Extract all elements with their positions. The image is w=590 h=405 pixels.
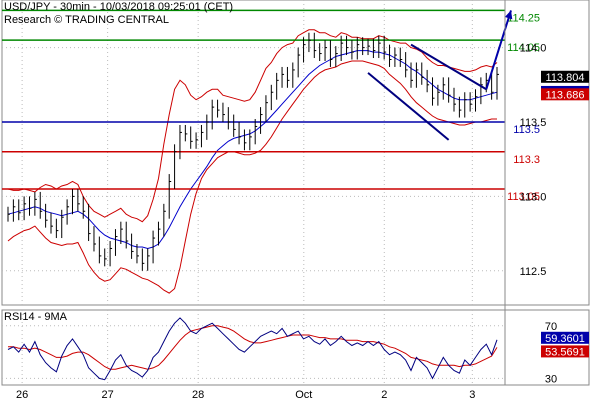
- rsi_ma-badge: [541, 345, 589, 358]
- time-axis-label: 26: [16, 389, 28, 400]
- price-tick-label: 113.0: [520, 191, 547, 203]
- time-axis-label: 3: [469, 389, 475, 400]
- bollinger-lower-line: [7, 60, 497, 294]
- forecast-arrow-shaft: [485, 10, 512, 90]
- rsi-panel-title: RSI14 - 9MA: [4, 311, 67, 323]
- key-levels: 114.25 114.05 113.5 113.3 113.05: [2, 9, 540, 203]
- rsi-panel-frame: [1, 309, 590, 386]
- price-bars: [7, 32, 499, 271]
- time-axis-label: Oct: [295, 389, 312, 400]
- bollinger-bands: [7, 29, 498, 294]
- price-tick-label: 114.0: [520, 43, 547, 55]
- rsi-tick-label: 30: [545, 373, 557, 385]
- resistance-level-label: 114.25: [507, 12, 540, 24]
- research-source-label: Research © TRADING CENTRAL: [4, 14, 169, 26]
- channel-line: [367, 72, 450, 141]
- time-axis-label: 2: [381, 389, 387, 400]
- channel-line: [410, 43, 487, 91]
- channel-lines: [367, 43, 487, 141]
- moving-average-line: [7, 50, 498, 250]
- forecast-arrow-head: [504, 10, 513, 20]
- moving-average: [7, 50, 498, 250]
- chart-symbol-title: USD/JPY - 30min - 10/03/2018 09:25:01 (C…: [4, 1, 234, 13]
- rsi-ma-line: [8, 325, 498, 370]
- bollinger-badge-label: 113.686: [546, 89, 585, 101]
- pivot-level-label: 113.5: [513, 124, 540, 136]
- rsi-lines: [7, 317, 498, 381]
- price-tick-label: 112.5: [520, 266, 547, 278]
- rsi-tick-label: 70: [545, 321, 557, 333]
- rsi-badge: [541, 331, 589, 344]
- rsi-grid: [1, 309, 590, 386]
- time-axis: 26 27 28 Oct 2 3: [16, 389, 475, 401]
- last_price-badge-label: 113.804: [546, 72, 585, 84]
- bollinger-upper-line: [7, 29, 498, 223]
- forecast-arrow: [485, 10, 513, 90]
- price-axis: 114.0113.5113.0112.5113.804113.702113.68…: [504, 0, 589, 385]
- resistance-level-label: 114.05: [507, 42, 540, 54]
- rsi-line: [7, 317, 498, 381]
- time-axis-label: 28: [192, 389, 204, 400]
- rsi_ma-badge-label: 53.5691: [545, 346, 585, 358]
- support-level-label: 113.3: [513, 154, 540, 166]
- rsi-badge-label: 59.3601: [545, 333, 585, 345]
- last_price-badge: [541, 70, 589, 83]
- bollinger-badge: [541, 88, 589, 101]
- time-axis-label: 27: [102, 389, 114, 400]
- price-tick-label: 113.5: [520, 117, 547, 129]
- support-level-label: 113.05: [507, 191, 540, 203]
